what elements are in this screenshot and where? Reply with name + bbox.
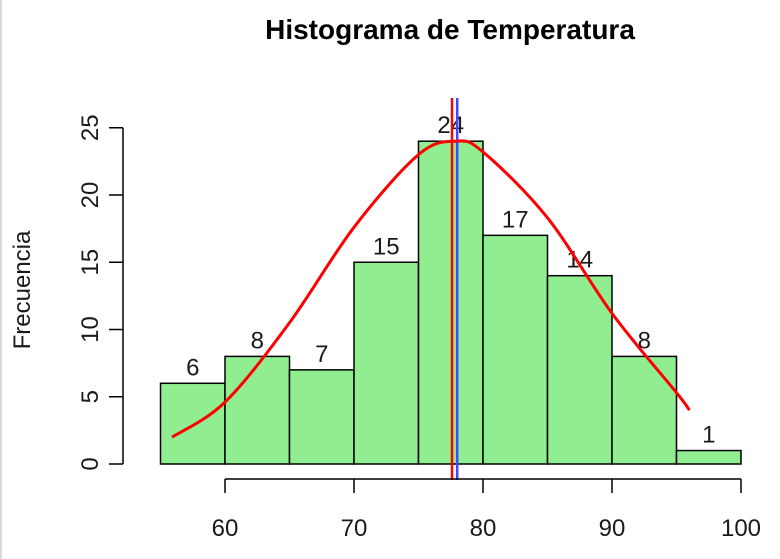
histogram-bar — [417, 140, 484, 465]
left-border — [0, 0, 2, 559]
bar-value-label: 8 — [251, 327, 264, 354]
histogram-bar — [353, 261, 420, 465]
x-tick-label: 100 — [721, 515, 761, 542]
histogram-bar — [675, 449, 742, 465]
x-tick-label: 80 — [470, 515, 497, 542]
bar-value-label: 1 — [702, 422, 715, 449]
histogram-bar — [224, 355, 291, 465]
y-tick-label: 25 — [77, 114, 104, 141]
bar-value-label: 15 — [373, 233, 400, 260]
y-axis-label: Frecuencia — [9, 230, 36, 349]
density-curve — [171, 139, 691, 439]
bar-value-label: 7 — [315, 341, 328, 368]
y-tick-label: 0 — [77, 457, 104, 470]
histogram-bar — [482, 234, 549, 465]
histogram-bar — [546, 274, 613, 465]
bar-value-label: 6 — [186, 354, 199, 381]
histogram-bar — [611, 355, 678, 465]
y-tick-label: 5 — [77, 390, 104, 403]
bar-value-label: 17 — [502, 206, 529, 233]
chart-title: Histograma de Temperatura — [265, 14, 635, 45]
histogram-bar — [159, 382, 226, 465]
bar-value-label: 24 — [437, 112, 464, 139]
x-tick-label: 60 — [212, 515, 239, 542]
y-tick-label: 20 — [77, 182, 104, 209]
histogram-bar — [288, 369, 355, 465]
x-tick-label: 90 — [599, 515, 626, 542]
y-tick-label: 15 — [77, 249, 104, 276]
y-tick-label: 10 — [77, 316, 104, 343]
x-tick-label: 70 — [341, 515, 368, 542]
